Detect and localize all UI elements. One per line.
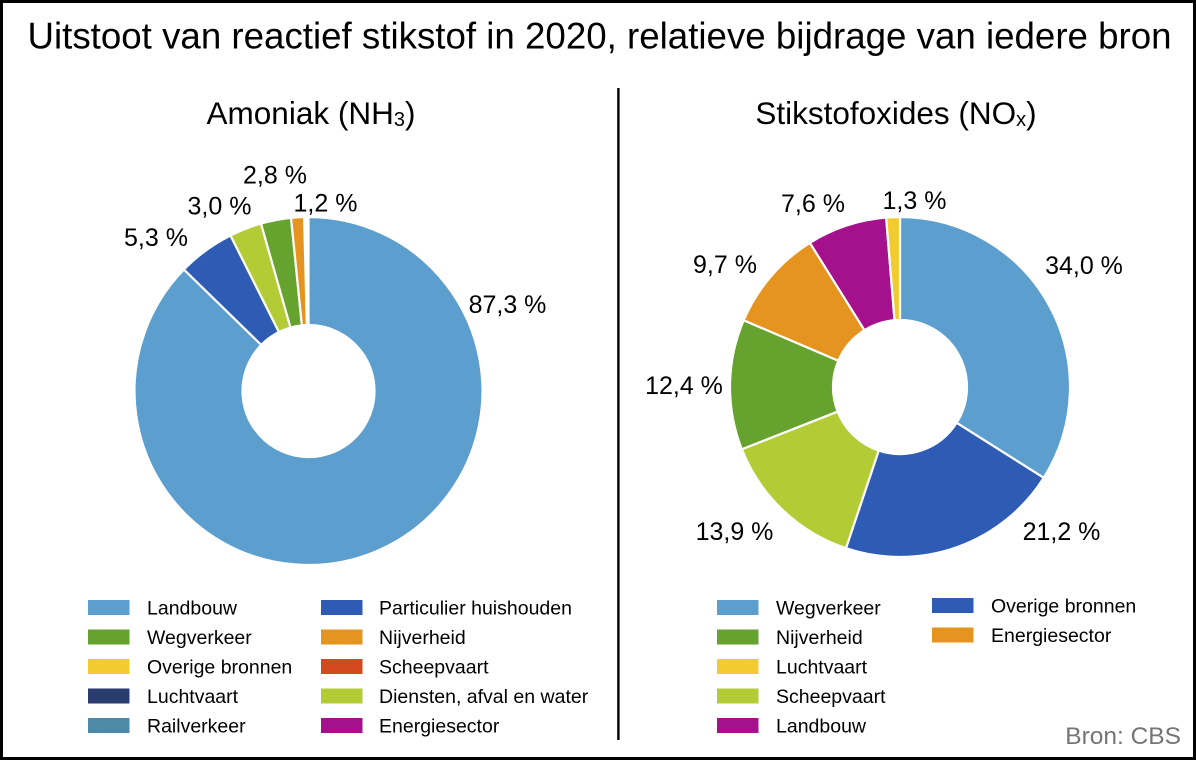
svg-text:Uitstoot van reactief stikstof: Uitstoot van reactief stikstof in 2020, … (28, 16, 1172, 57)
svg-text:13,9 %: 13,9 % (696, 518, 774, 546)
svg-text:Overige bronnen: Overige bronnen (147, 657, 292, 679)
svg-text:2,8 %: 2,8 % (243, 162, 307, 190)
svg-text:Scheepvaart: Scheepvaart (776, 686, 886, 708)
svg-text:Landbouw: Landbouw (147, 598, 238, 620)
svg-text:Luchtvaart: Luchtvaart (147, 686, 239, 708)
svg-text:9,7 %: 9,7 % (693, 251, 757, 279)
svg-text:Wegverkeer: Wegverkeer (147, 627, 252, 649)
svg-text:Stikstofoxides (NOx): Stikstofoxides (NOx) (755, 95, 1036, 131)
svg-text:Bron: CBS: Bron: CBS (1065, 723, 1181, 750)
svg-text:21,2 %: 21,2 % (1023, 518, 1101, 546)
svg-text:1,2 %: 1,2 % (294, 190, 358, 218)
svg-text:87,3 %: 87,3 % (469, 291, 547, 319)
svg-text:7,6 %: 7,6 % (781, 190, 845, 218)
svg-text:Amoniak (NH3): Amoniak (NH3) (207, 95, 416, 131)
svg-text:Nijverheid: Nijverheid (379, 627, 466, 649)
svg-text:Landbouw: Landbouw (776, 716, 867, 738)
svg-text:Overige bronnen: Overige bronnen (991, 596, 1136, 618)
svg-text:Energiesector: Energiesector (379, 716, 500, 738)
svg-text:1,3 %: 1,3 % (883, 187, 947, 215)
svg-text:3,0 %: 3,0 % (188, 193, 252, 221)
svg-text:Wegverkeer: Wegverkeer (776, 598, 881, 620)
svg-text:Particulier huishouden: Particulier huishouden (379, 598, 572, 620)
svg-text:Railverkeer: Railverkeer (147, 716, 246, 738)
svg-text:Nijverheid: Nijverheid (776, 627, 863, 649)
svg-text:Diensten, afval en water: Diensten, afval en water (379, 686, 589, 708)
svg-text:34,0 %: 34,0 % (1045, 252, 1123, 280)
svg-text:12,4 %: 12,4 % (645, 372, 723, 400)
svg-text:Scheepvaart: Scheepvaart (379, 657, 489, 679)
svg-text:Luchtvaart: Luchtvaart (776, 657, 868, 679)
svg-text:5,3 %: 5,3 % (124, 224, 188, 252)
svg-text:Energiesector: Energiesector (991, 625, 1112, 647)
